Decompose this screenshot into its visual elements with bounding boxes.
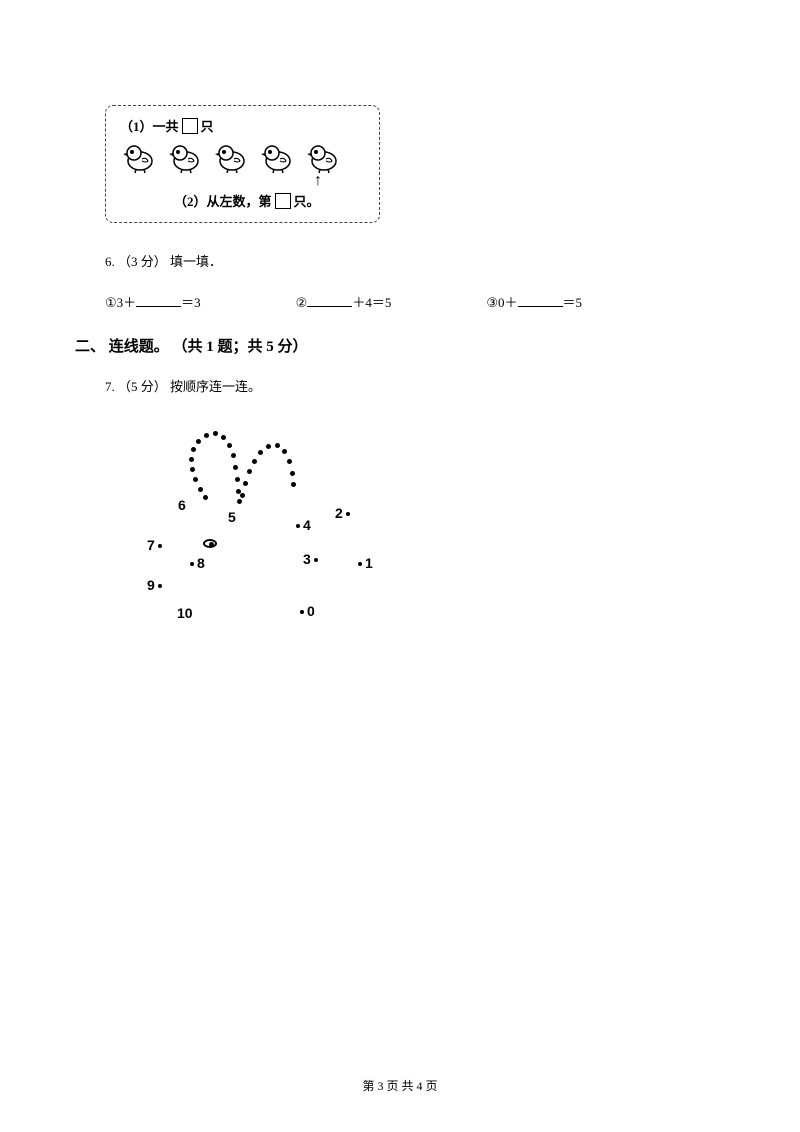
q5-line1-prefix: （1）一共 (120, 116, 179, 135)
ear-curve-dot (227, 443, 232, 448)
ear-curve-dot (193, 477, 198, 482)
dot-number-7: 7 (147, 537, 165, 553)
blank-input[interactable] (518, 293, 563, 307)
chick-icon (122, 141, 158, 173)
dot-number-3: 3 (303, 551, 321, 567)
blank-input[interactable] (307, 293, 352, 307)
ear-curve-dot (198, 487, 203, 492)
answer-box-1[interactable] (182, 118, 198, 134)
q6-item-1: ①3＋ ＝3 (105, 292, 201, 311)
q6-item-2: ② ＋4＝5 (296, 292, 392, 311)
q5-line2: （2）从左数，第 只。 (174, 191, 367, 210)
ear-curve-dot (204, 433, 209, 438)
dot-number-5: 5 (228, 509, 236, 525)
ear-curve-dot (235, 477, 240, 482)
q5-line1: （1）一共 只 (120, 116, 367, 135)
ear-curve-dot (203, 495, 208, 500)
q5-line2-prefix: （2）从左数，第 (174, 191, 272, 210)
dot-number-2: 2 (335, 505, 353, 521)
ear-curve-dot (233, 465, 238, 470)
dot-number-4: 4 (293, 517, 311, 533)
ear-curve-dot (237, 499, 242, 504)
chick-icon (214, 141, 250, 173)
ear-curve-dot (275, 443, 280, 448)
question-7-header: 7. （5 分） 按顺序连一连。 (105, 376, 700, 395)
answer-box-2[interactable] (275, 193, 291, 209)
ear-curve-dot (287, 459, 292, 464)
ear-curve-dot (190, 467, 195, 472)
q6-c-post: ＝5 (563, 295, 583, 310)
q6-a-post: ＝3 (181, 295, 201, 310)
dot-number-8: 8 (187, 555, 205, 571)
ear-curve-dot (252, 459, 257, 464)
ear-curve-dot (240, 493, 245, 498)
q5-line1-suffix: 只 (201, 116, 214, 135)
question-5-box: （1）一共 只 (105, 105, 380, 223)
blank-input[interactable] (136, 293, 181, 307)
q6-b-pre: ② (296, 295, 308, 310)
chick-icon (306, 141, 342, 173)
ear-curve-dot (243, 481, 248, 486)
dot-number-0: 0 (297, 603, 315, 619)
dot-number-10: 10 (177, 605, 193, 621)
rabbit-eye-icon (203, 539, 217, 548)
chicks-row (122, 141, 367, 173)
ear-curve-dot (189, 457, 194, 462)
ear-curve-dot (213, 431, 218, 436)
connect-dots-figure: 0 1 2 3 4 5 6 7 8 9 10 (105, 417, 405, 637)
section-2-header: 二、 连线题。 （共 1 题；共 5 分） (75, 335, 700, 356)
dot-number-1: 1 (355, 555, 373, 571)
q6-a-pre: ①3＋ (105, 295, 136, 310)
question-6-header: 6. （3 分） 填一填． (105, 251, 700, 270)
ear-curve-dot (258, 450, 263, 455)
ear-curve-dot (290, 471, 295, 476)
q5-line2-suffix: 只。 (294, 191, 320, 210)
chick-icon (168, 141, 204, 173)
arrow-up-icon: ↑ (314, 173, 367, 189)
ear-curve-dot (231, 453, 236, 458)
dot-number-9: 9 (147, 577, 165, 593)
ear-curve-dot (196, 439, 201, 444)
q6-b-post: ＋4＝5 (352, 295, 391, 310)
ear-curve-dot (291, 482, 296, 487)
dot-number-6: 6 (178, 497, 186, 513)
q6-c-pre: ③0＋ (486, 295, 517, 310)
q6-item-3: ③0＋ ＝5 (486, 292, 582, 311)
ear-curve-dot (247, 469, 252, 474)
ear-curve-dot (266, 444, 271, 449)
ear-curve-dot (191, 447, 196, 452)
ear-curve-dot (282, 449, 287, 454)
question-6-items: ①3＋ ＝3 ② ＋4＝5 ③0＋ ＝5 (105, 292, 700, 311)
chick-icon (260, 141, 296, 173)
ear-curve-dot (221, 435, 226, 440)
page-footer: 第 3 页 共 4 页 (0, 1077, 800, 1094)
